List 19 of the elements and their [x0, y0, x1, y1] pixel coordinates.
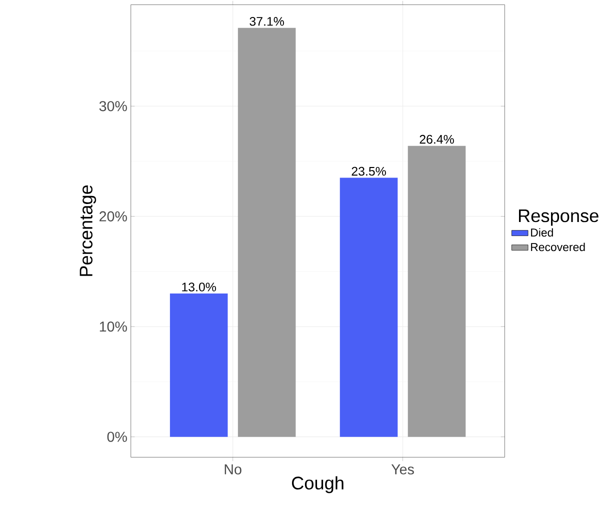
bar [170, 294, 228, 437]
y-tick-label: 20% [100, 211, 127, 222]
y-tick-label: 0% [107, 432, 127, 442]
bar [340, 178, 398, 437]
legend-label: Recovered [531, 242, 585, 252]
bar [238, 28, 296, 437]
data-label: 26.4% [420, 134, 454, 144]
y-tick-label: 10% [100, 322, 127, 332]
bar [408, 146, 466, 437]
legend-title: Response [519, 210, 598, 226]
legend-label: Died [531, 228, 553, 237]
data-label: 13.0% [182, 282, 216, 292]
x-axis-title: Cough [292, 476, 344, 494]
x-tick-label: No [224, 464, 242, 474]
data-label: 37.1% [250, 16, 284, 26]
y-tick-label: 30% [99, 101, 127, 112]
data-label: 23.5% [352, 166, 386, 176]
x-tick-label: Yes [391, 464, 414, 474]
y-axis-title: Percentage [80, 185, 96, 276]
